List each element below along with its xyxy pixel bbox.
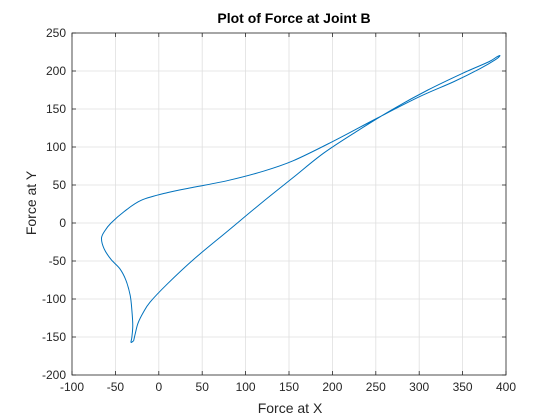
y-axis-ticks: -200 -150 -100 -50 0 50 100 150 200 250 — [42, 26, 506, 382]
x-tick-label: 0 — [155, 380, 162, 394]
x-tick-label: -100 — [60, 380, 84, 394]
y-tick-label: -100 — [42, 292, 66, 306]
x-tick-label: 350 — [453, 380, 473, 394]
y-tick-label: 100 — [46, 140, 66, 154]
x-tick-label: 50 — [196, 380, 210, 394]
y-tick-label: 0 — [59, 216, 66, 230]
x-axis-ticks: -100 -50 0 50 100 150 200 250 300 350 400 — [60, 33, 516, 394]
x-tick-label: 400 — [496, 380, 516, 394]
y-tick-label: -200 — [42, 368, 66, 382]
x-tick-label: 300 — [409, 380, 429, 394]
series-layer — [101, 55, 501, 343]
x-tick-label: 200 — [322, 380, 342, 394]
x-tick-label: 100 — [236, 380, 256, 394]
y-tick-label: -50 — [49, 254, 67, 268]
x-tick-label: -50 — [107, 380, 125, 394]
y-tick-label: 200 — [46, 64, 66, 78]
y-axis-label: Force at Y — [23, 170, 39, 235]
x-tick-label: 250 — [366, 380, 386, 394]
y-tick-label: 50 — [53, 178, 67, 192]
y-tick-label: 250 — [46, 26, 66, 40]
y-tick-label: 150 — [46, 102, 66, 116]
series-line — [101, 55, 501, 343]
y-tick-label: -150 — [42, 330, 66, 344]
chart-title: Plot of Force at Joint B — [217, 10, 370, 26]
x-axis-label: Force at X — [258, 400, 323, 416]
x-tick-label: 150 — [279, 380, 299, 394]
